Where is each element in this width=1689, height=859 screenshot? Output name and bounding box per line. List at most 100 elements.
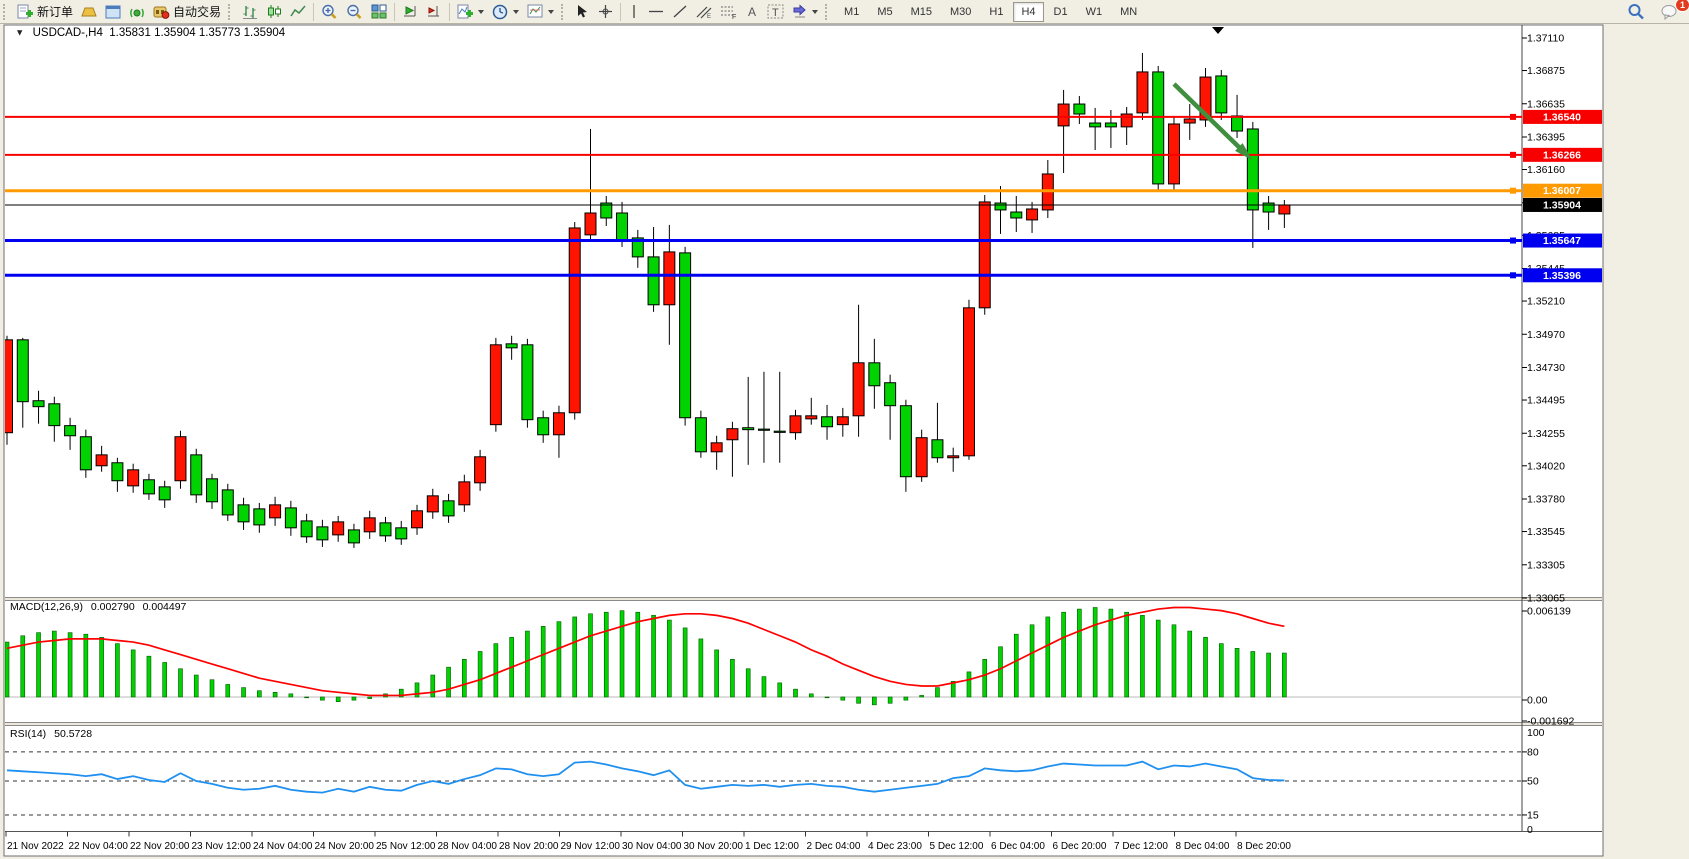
macd-histogram-bar (745, 668, 751, 698)
indicators-button[interactable] (453, 2, 488, 22)
window-icon (105, 5, 121, 18)
time-label[interactable]: 24 Nov 20:00 (315, 841, 375, 852)
time-label[interactable]: 22 Nov 04:00 (69, 841, 129, 852)
candle (805, 415, 818, 420)
time-label[interactable]: 2 Dec 04:00 (807, 841, 861, 852)
timeframe-m5[interactable]: M5 (877, 5, 893, 18)
symbol-dropdown-icon[interactable]: ▼ (15, 28, 25, 38)
label-tool-button[interactable]: T (763, 2, 788, 21)
time-label[interactable]: 28 Nov 20:00 (499, 841, 559, 852)
notifications-button[interactable]: 1 (1657, 0, 1689, 22)
timeframe-h1[interactable]: H1 (989, 5, 1004, 18)
line-chart-button[interactable] (286, 2, 310, 21)
chevron-down-icon (513, 9, 520, 14)
line-handle[interactable] (1510, 272, 1516, 279)
time-label[interactable]: 23 Nov 12:00 (192, 841, 252, 852)
candle (1010, 211, 1023, 219)
templates-button[interactable] (523, 2, 558, 21)
chat-bubble-icon (1661, 4, 1677, 20)
toolbar-grip[interactable] (228, 3, 235, 20)
new-order-button[interactable]: 新订单 (13, 1, 77, 22)
time-label[interactable]: 30 Nov 20:00 (684, 841, 744, 852)
timeframe-m1[interactable]: M1 (844, 5, 860, 18)
time-label[interactable]: 29 Nov 12:00 (561, 841, 621, 852)
time-label[interactable]: 4 Dec 23:00 (868, 841, 922, 852)
pane-divider[interactable] (5, 597, 1602, 601)
search-button[interactable] (1623, 1, 1649, 22)
candle (1183, 118, 1196, 124)
line-handle[interactable] (1510, 237, 1516, 244)
bar-chart-button[interactable] (238, 2, 262, 21)
candle (79, 436, 92, 471)
scroll-end-marker-icon[interactable] (1212, 27, 1224, 34)
timeframe-d1[interactable]: D1 (1053, 5, 1068, 18)
time-label[interactable]: 28 Nov 04:00 (438, 841, 498, 852)
channel-icon: E (696, 6, 712, 19)
horizontal-line-button[interactable] (644, 2, 668, 21)
svg-text:E: E (707, 14, 711, 19)
timeframe-mn[interactable]: MN (1120, 5, 1138, 18)
time-label[interactable]: 5 Dec 12:00 (930, 841, 984, 852)
time-label[interactable]: 21 Nov 2022 (7, 841, 64, 852)
market-watch-button[interactable] (101, 3, 125, 21)
timeframe-w1[interactable]: W1 (1085, 5, 1103, 18)
timeframe-h4[interactable]: H4 (1013, 1, 1044, 22)
macd-histogram-bar (588, 613, 593, 698)
candle (773, 430, 786, 433)
time-label[interactable]: 1 Dec 12:00 (745, 841, 799, 852)
time-label[interactable]: 7 Dec 12:00 (1114, 841, 1168, 852)
auto-scroll-button[interactable] (398, 2, 422, 21)
crosshair-button[interactable] (594, 2, 617, 21)
trendline-button[interactable] (668, 2, 692, 21)
candle (300, 520, 313, 538)
toolbar-grip[interactable] (3, 3, 10, 20)
annotation-arrow[interactable] (1172, 82, 1246, 154)
line-handle[interactable] (1510, 187, 1516, 194)
time-label[interactable]: 30 Nov 04:00 (622, 841, 682, 852)
pane-divider[interactable] (5, 722, 1602, 726)
macd-histogram-bar (1282, 652, 1287, 698)
time-label[interactable]: 6 Dec 04:00 (991, 841, 1045, 852)
macd-histogram-bar (288, 693, 294, 698)
svg-text:A: A (748, 5, 756, 19)
candle (347, 529, 360, 544)
tile-windows-button[interactable] (367, 2, 391, 21)
periods-button[interactable] (488, 2, 523, 22)
annotation-arrowhead[interactable] (1235, 143, 1253, 161)
fibonacci-button[interactable]: F (716, 2, 741, 21)
toolbar-grip[interactable] (561, 3, 568, 20)
time-label[interactable]: 6 Dec 20:00 (1053, 841, 1107, 852)
zoom-in-button[interactable] (317, 2, 342, 22)
candle (679, 252, 692, 419)
line-handle[interactable] (1510, 113, 1516, 120)
toolbar-grip[interactable] (825, 3, 832, 20)
toolbar-separator (449, 2, 451, 21)
vertical-line-button[interactable] (624, 2, 644, 21)
macd-histogram-bar (872, 696, 877, 706)
price-badge-label: 1.36007 (1543, 185, 1581, 197)
shapes-button[interactable] (788, 2, 822, 21)
candlestick-chart-button[interactable] (262, 2, 286, 21)
candle (852, 362, 865, 417)
time-label[interactable]: 25 Nov 12:00 (376, 841, 436, 852)
rsi-tick-label: 100 (1527, 727, 1545, 739)
timeframe-m15[interactable]: M15 (910, 5, 932, 18)
signals-button[interactable] (125, 3, 149, 21)
channel-button[interactable]: E (692, 2, 716, 21)
chart-shift-button[interactable] (422, 2, 446, 21)
ohlc-high: 1.35904 (154, 27, 196, 39)
zoom-out-button[interactable] (342, 2, 367, 22)
candle (1089, 122, 1102, 128)
time-label[interactable]: 22 Nov 20:00 (130, 841, 190, 852)
timeframe-m30[interactable]: M30 (950, 5, 972, 18)
time-label[interactable]: 24 Nov 04:00 (253, 841, 313, 852)
text-tool-button[interactable]: A (741, 2, 763, 21)
time-label[interactable]: 8 Dec 20:00 (1237, 841, 1291, 852)
macd-histogram-bar (1061, 611, 1066, 698)
gold-button[interactable] (77, 3, 101, 21)
line-handle[interactable] (1510, 151, 1516, 158)
autotrading-button[interactable]: 自动交易 (149, 1, 225, 22)
time-label[interactable]: 8 Dec 04:00 (1176, 841, 1230, 852)
cursor-button[interactable] (571, 2, 594, 21)
